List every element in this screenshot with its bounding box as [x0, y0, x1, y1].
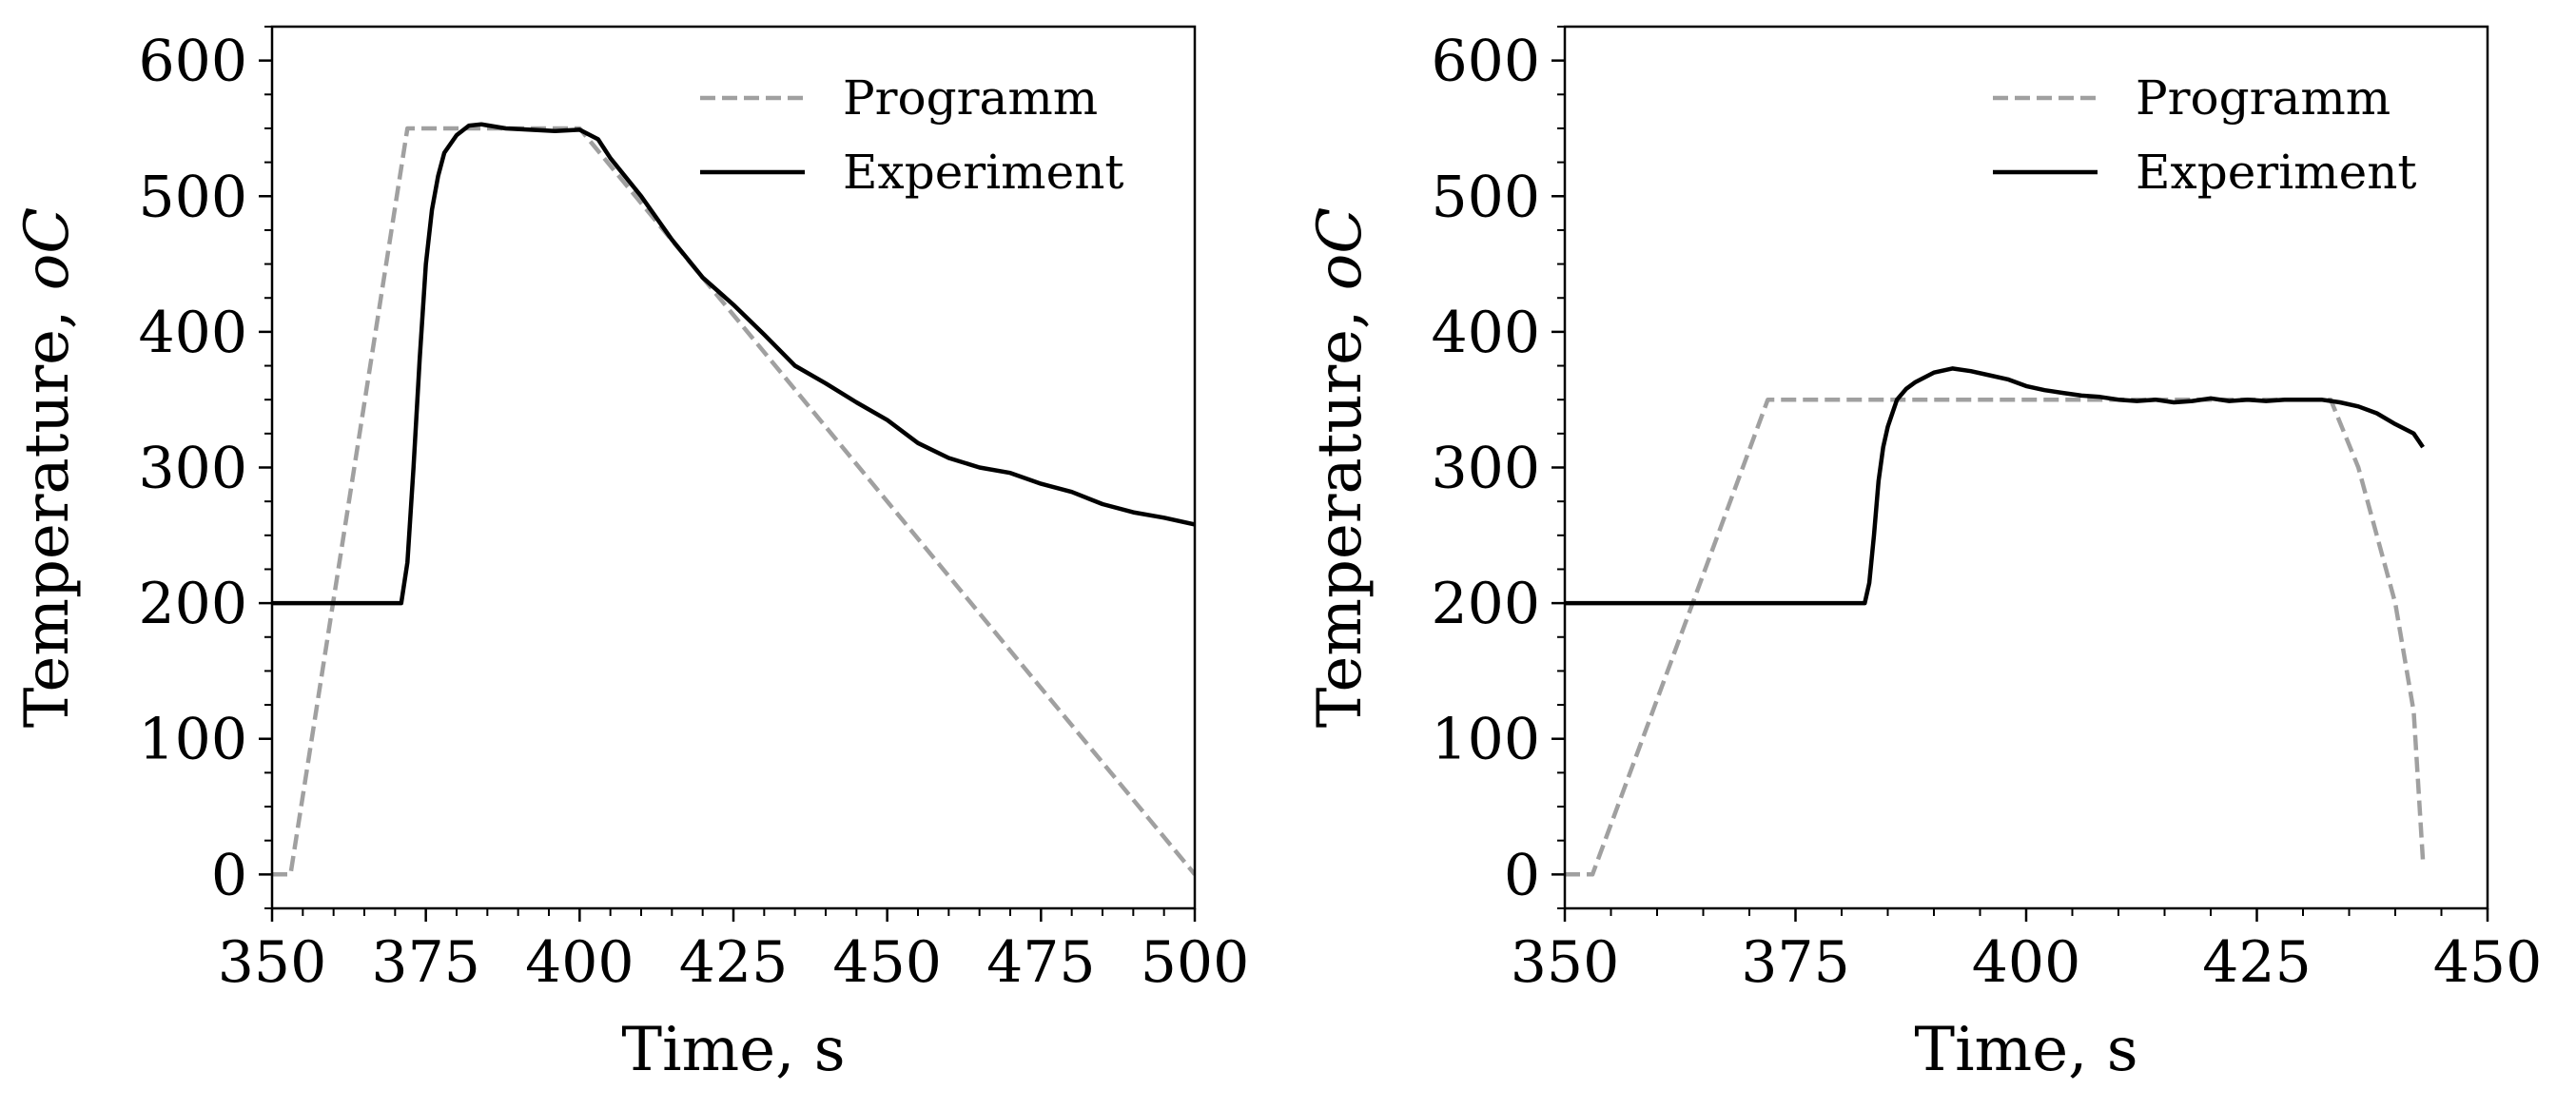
left-y-tick-label: 300 [138, 436, 247, 502]
left-y-tick-label: 0 [211, 842, 247, 908]
left-y-tick-label: 600 [138, 29, 247, 95]
right-y-tick-label: 0 [1504, 842, 1540, 908]
right-y-axis-unit: oC [1305, 207, 1376, 291]
left-legend-experiment-label: Experiment [843, 145, 1123, 200]
right-x-tick-label: 450 [2433, 929, 2543, 996]
right-legend-programm-label: Programm [2136, 70, 2391, 126]
right-x-tick-label: 375 [1741, 929, 1850, 996]
right-y-tick-label: 300 [1431, 436, 1540, 502]
right-y-tick-label: 100 [1431, 707, 1540, 773]
left-x-axis-label: Time, s [621, 1015, 845, 1085]
right-legend-experiment-label: Experiment [2136, 145, 2416, 200]
right-series-programm-line [1565, 397, 2426, 877]
right-y-tick-label: 500 [1431, 164, 1540, 230]
left-y-tick-label: 500 [138, 164, 247, 230]
left-y-tick-label: 400 [138, 300, 247, 366]
left-y-axis-label-text: Temperature, [12, 290, 83, 728]
left-x-tick-label: 400 [525, 929, 634, 996]
right-x-axis-label: Time, s [1914, 1015, 2137, 1085]
left-series-experiment-line [272, 122, 1195, 606]
left-y-tick-label: 200 [138, 571, 247, 637]
left-series-programm-line [272, 126, 1195, 877]
right-x-tick-label: 400 [1972, 929, 2081, 996]
left-x-tick-label: 500 [1141, 929, 1250, 996]
right-x-tick-label: 425 [2202, 929, 2312, 996]
right-y-tick-label: 400 [1431, 300, 1540, 366]
left-x-tick-label: 450 [832, 929, 942, 996]
left-x-tick-label: 475 [986, 929, 1096, 996]
left-x-tick-label: 425 [679, 929, 789, 996]
right-y-tick-label: 600 [1431, 29, 1540, 95]
left-y-tick-label: 100 [138, 707, 247, 773]
right-series-experiment-line [1565, 366, 2425, 606]
left-x-tick-label: 375 [371, 929, 480, 996]
right-x-tick-label: 350 [1511, 929, 1620, 996]
right-y-tick-label: 200 [1431, 571, 1540, 637]
right-y-axis-label-text: Temperature, [1305, 290, 1376, 728]
left-y-axis-unit: oC [12, 207, 83, 291]
left-legend-programm-label: Programm [843, 70, 1098, 126]
right-chart-panel: 0 100 200 300 400 500 600 350 375 400 425 450 Time, … [1305, 25, 2543, 1085]
left-x-tick-label: 350 [218, 929, 327, 996]
left-chart-panel: 0 100 200 300 400 500 600 350 375 400 425 450 475 500… [12, 25, 1250, 1085]
right-y-axis-label: Temperature, oC [1305, 207, 1376, 728]
left-y-axis-label: Temperature, oC [12, 207, 83, 728]
